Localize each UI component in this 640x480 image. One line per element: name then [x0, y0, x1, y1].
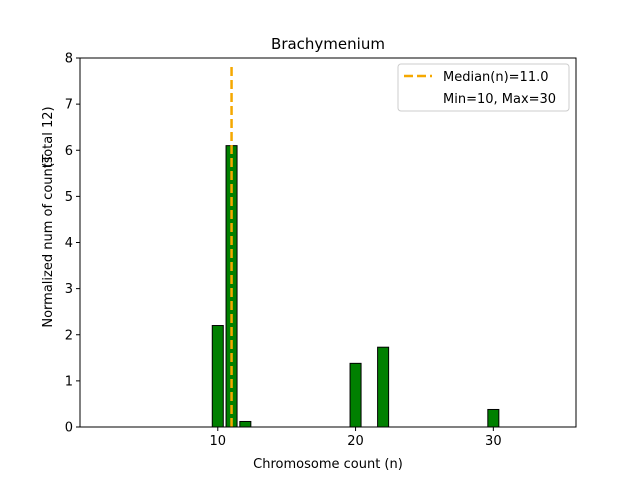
y-tick-label: 2	[65, 328, 73, 343]
y-axis-label: Normalized num of counts	[41, 156, 56, 327]
bar-n-20	[349, 362, 362, 428]
bars-layer	[211, 145, 500, 428]
bar-n-30	[487, 408, 500, 428]
chart-title: Brachymenium	[271, 35, 385, 53]
x-axis: 10 20 30	[210, 427, 502, 449]
y-tick-label: 5	[65, 190, 73, 205]
y-tick-label: 1	[65, 374, 73, 389]
legend-box	[397, 63, 570, 112]
bar-n-10	[211, 325, 224, 428]
y-tick-label: 8	[65, 52, 73, 67]
y-tick-label: 7	[65, 98, 73, 113]
plot-frame	[79, 57, 577, 428]
legend-range-label: Min=10, Max=30	[443, 92, 556, 107]
y-tick-label: 6	[65, 144, 73, 159]
bar-n-12	[239, 420, 252, 428]
legend-median-label: Median(n)=11.0	[443, 70, 549, 85]
y-tick-label: 3	[65, 282, 73, 297]
x-axis-label: Chromosome count (n)	[253, 457, 403, 472]
x-tick-label: 20	[347, 434, 364, 449]
y-tick-label: 0	[65, 421, 73, 436]
x-tick-label: 10	[210, 434, 227, 449]
legend: Median(n)=11.0 Min=10, Max=30	[397, 63, 570, 112]
bar-n-22	[377, 346, 390, 428]
y-axis-label-total: (Total 12)	[41, 106, 56, 167]
x-tick-label: 30	[485, 434, 502, 449]
y-tick-label: 4	[65, 236, 73, 251]
y-axis: 0 1 2 3 4 5 6 7 8	[65, 52, 80, 436]
